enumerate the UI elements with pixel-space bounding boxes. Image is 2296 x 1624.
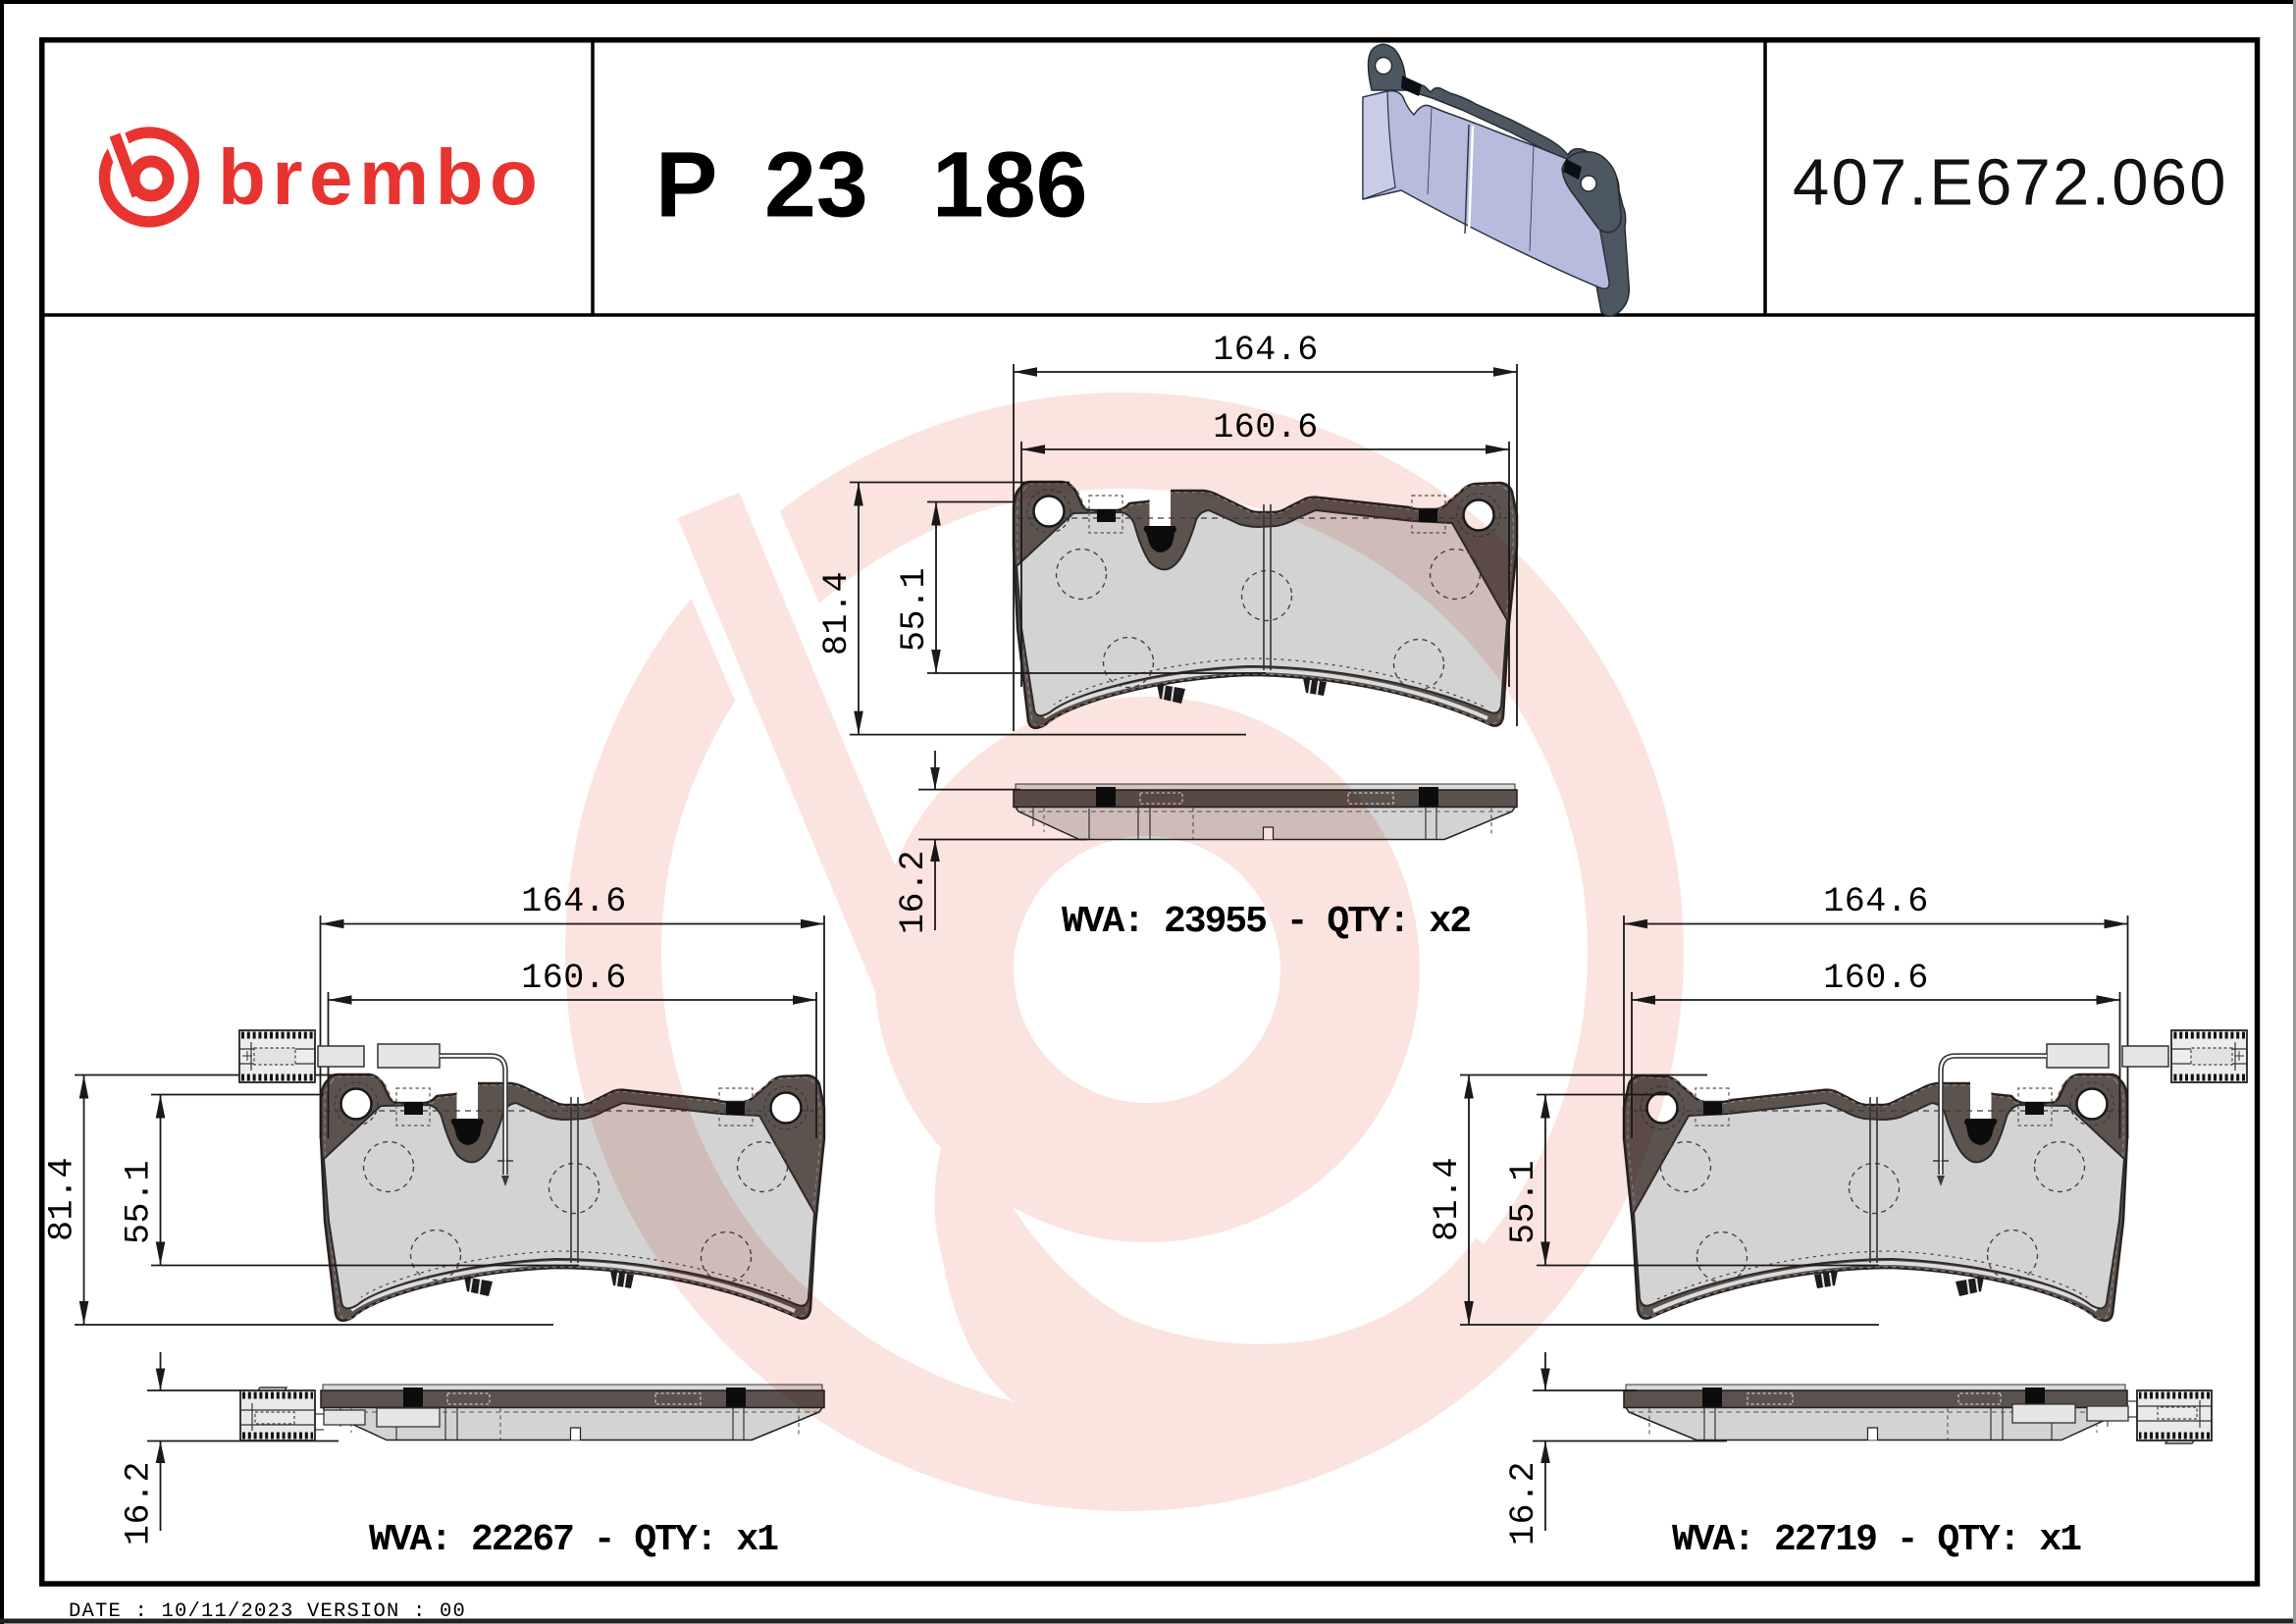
svg-text:55.1: 55.1 (895, 567, 934, 652)
svg-text:164.6: 164.6 (1213, 331, 1319, 370)
svg-text:160.6: 160.6 (1823, 959, 1929, 998)
svg-text:164.6: 164.6 (1823, 882, 1929, 921)
svg-text:brembo: brembo (218, 133, 544, 221)
svg-text:16.2: 16.2 (120, 1461, 159, 1545)
svg-text:WVA: 22267 - QTY: x1: WVA: 22267 - QTY: x1 (369, 1519, 778, 1561)
svg-text:407.E672.060: 407.E672.060 (1793, 146, 2228, 220)
svg-text:16.2: 16.2 (1504, 1461, 1543, 1545)
svg-text:81.4: 81.4 (43, 1157, 82, 1241)
svg-text:DATE : 10/11/2023 VERSION : 00: DATE : 10/11/2023 VERSION : 00 (69, 1600, 466, 1623)
svg-text:WVA: 22719 - QTY: x1: WVA: 22719 - QTY: x1 (1672, 1519, 2081, 1561)
svg-text:55.1: 55.1 (120, 1160, 159, 1244)
svg-text:81.4: 81.4 (1428, 1157, 1467, 1241)
